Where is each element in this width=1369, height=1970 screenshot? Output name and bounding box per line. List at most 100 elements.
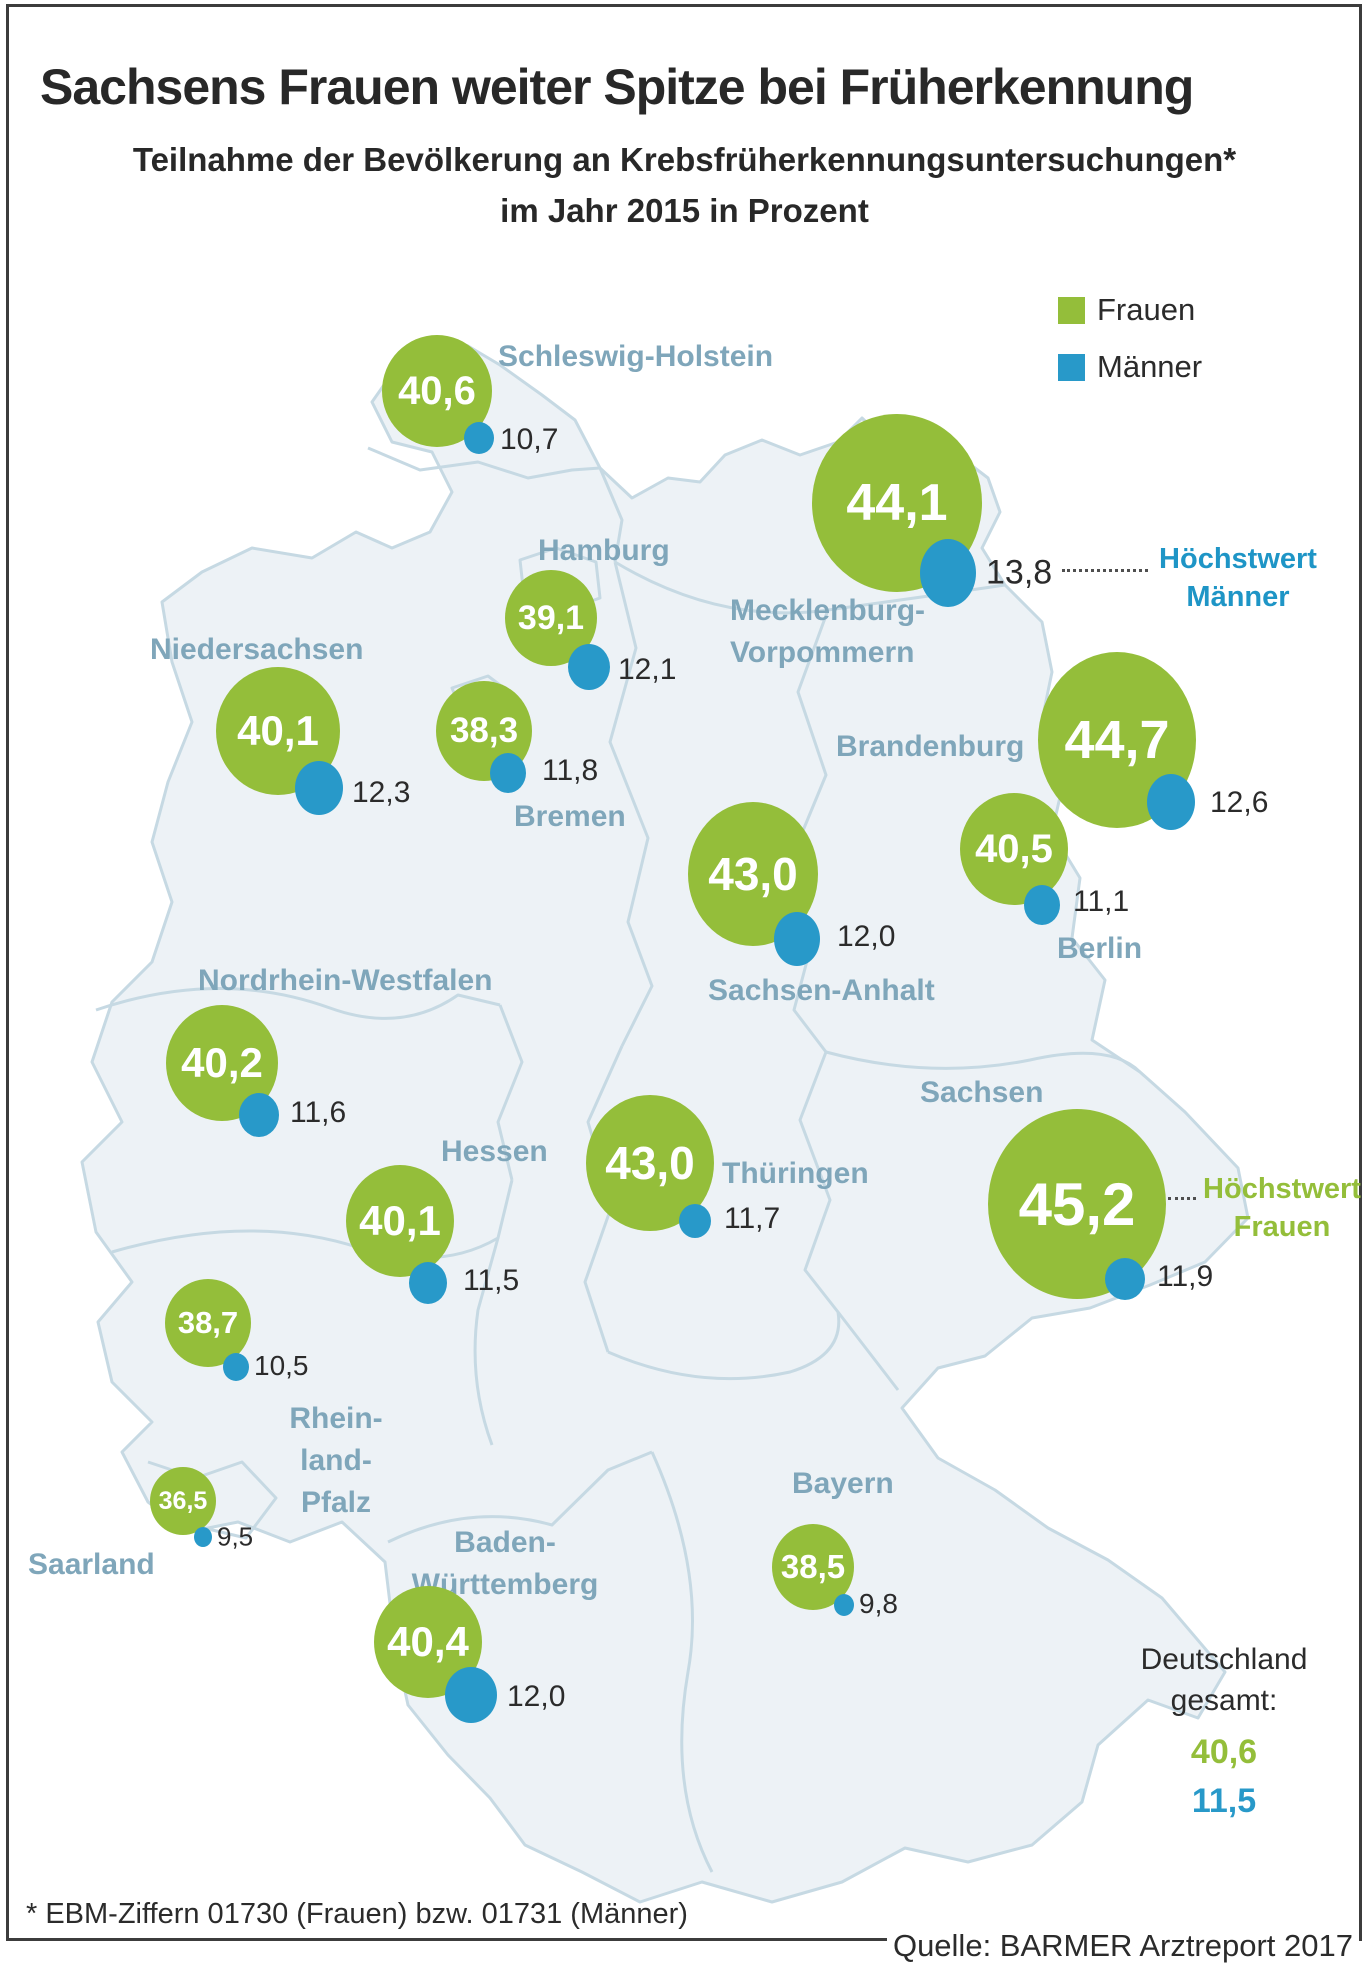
frauen-value: 43,0 — [708, 848, 798, 900]
state-label: Hessen — [441, 1131, 548, 1173]
maenner-bubble — [774, 912, 820, 966]
state-label-line: Bayern — [792, 1467, 894, 1500]
state-label: Sachsen-Anhalt — [708, 970, 935, 1012]
maenner-value: 11,9 — [1157, 1260, 1214, 1293]
maenner-value: 9,5 — [217, 1521, 254, 1552]
maenner-value: 10,5 — [254, 1350, 309, 1381]
annotation-line: Frauen — [1233, 1211, 1331, 1244]
state-label: Niedersachsen — [150, 629, 363, 671]
subtitle-line1: Teilnahme der Bevölkerung an Krebsfrüher… — [132, 141, 1237, 178]
state-label-line: Nordrhein-Westfalen — [198, 964, 493, 997]
legend-item-maenner: Männer — [1058, 349, 1202, 385]
maenner-bubble — [239, 1093, 279, 1137]
maenner-value: 9,8 — [859, 1588, 898, 1619]
maenner-value: 11,7 — [724, 1202, 781, 1235]
state-label: Nordrhein-Westfalen — [198, 960, 492, 1002]
maenner-bubble — [834, 1594, 854, 1616]
maenner-bubble — [445, 1667, 497, 1723]
annotation-hoechstwert-frauen: Höchstwert Frauen — [1198, 1170, 1366, 1247]
state-label: Hamburg — [538, 530, 670, 572]
state-label-line: Bremen — [514, 800, 626, 833]
state-label: Berlin — [1057, 928, 1142, 970]
state-label: Bremen — [514, 796, 626, 838]
maenner-bubble — [409, 1262, 447, 1304]
maenner-value: 12,1 — [618, 653, 677, 686]
state-label: Rhein-land- Pfalz — [256, 1398, 416, 1524]
maenner-bubble — [920, 539, 976, 607]
frauen-value: 36,5 — [158, 1486, 208, 1515]
state-label-line: Pfalz — [300, 1486, 372, 1519]
legend-label-frauen: Frauen — [1097, 292, 1196, 327]
state-label-line: Thüringen — [722, 1157, 869, 1190]
frauen-bubble: 40,1 — [346, 1165, 454, 1277]
state-label-line: Brandenburg — [836, 730, 1025, 763]
maenner-value: 12,3 — [352, 776, 411, 809]
state-label-line: Vorpommern — [730, 636, 915, 669]
subtitle-line2: im Jahr 2015 in Prozent — [500, 192, 869, 229]
outer-frame — [6, 4, 1362, 1941]
germany-total: Deutschland gesamt: 40,6 11,5 — [1108, 1640, 1340, 1821]
state-label-line: Berlin — [1057, 932, 1143, 965]
maenner-value: 11,1 — [1073, 885, 1130, 918]
state-label-line: Schleswig-Holstein — [498, 340, 774, 373]
total-label-line2: gesamt: — [1170, 1683, 1278, 1717]
state-label-line: Saarland — [28, 1548, 155, 1581]
total-maenner-value: 11,5 — [1191, 1782, 1257, 1820]
maenner-value: 12,0 — [507, 1680, 566, 1713]
frauen-bubble: 36,5 — [150, 1467, 216, 1535]
frauen-value: 40,4 — [387, 1618, 469, 1665]
state-label-line: land- — [300, 1444, 372, 1477]
frauen-swatch-icon — [1058, 296, 1085, 324]
state-label: Sachsen — [920, 1072, 1043, 1114]
state-label: Schleswig-Holstein — [498, 336, 773, 378]
maenner-bubble — [1105, 1258, 1145, 1300]
maenner-bubble — [194, 1527, 212, 1547]
legend-item-frauen: Frauen — [1058, 292, 1202, 328]
frauen-value: 40,1 — [359, 1197, 441, 1244]
annotation-line: Höchstwert — [1159, 543, 1317, 575]
state-label-line: Hessen — [441, 1135, 548, 1168]
state-label-line: Rhein- — [289, 1402, 383, 1435]
leader-line-frauen — [1168, 1197, 1196, 1200]
maenner-value: 12,0 — [837, 920, 896, 953]
maenner-bubble — [568, 644, 610, 690]
legend-label-maenner: Männer — [1097, 349, 1203, 384]
leader-line-maenner — [1062, 569, 1148, 572]
maenner-swatch-icon — [1058, 353, 1085, 381]
annotation-hoechstwert-maenner: Höchstwert Männer — [1152, 540, 1324, 617]
page-title: Sachsens Frauen weiter Spitze bei Früher… — [40, 59, 1194, 115]
maenner-value: 13,8 — [986, 553, 1053, 592]
maenner-value: 11,8 — [542, 754, 599, 787]
state-label: Bayern — [792, 1463, 894, 1505]
state-label: Saarland — [28, 1544, 155, 1586]
maenner-value: 12,6 — [1210, 786, 1269, 819]
state-label-line: Baden- — [454, 1526, 556, 1559]
maenner-bubble — [1147, 774, 1195, 830]
frauen-value: 43,0 — [605, 1137, 695, 1189]
state-label-line: Hamburg — [538, 534, 670, 567]
frauen-value: 44,1 — [846, 474, 948, 532]
state-label-line: Sachsen — [920, 1076, 1044, 1109]
frauen-value: 40,6 — [398, 368, 476, 413]
footnote: * EBM-Ziffern 01730 (Frauen) bzw. 01731 … — [26, 1898, 688, 1930]
annotation-line: Höchstwert — [1203, 1173, 1361, 1205]
frauen-value: 38,3 — [449, 711, 519, 750]
maenner-value: 11,6 — [290, 1096, 347, 1129]
frauen-value: 39,1 — [517, 598, 585, 637]
frauen-value: 38,5 — [780, 1548, 846, 1585]
frauen-value: 45,2 — [1018, 1170, 1136, 1238]
total-frauen-value: 40,6 — [1190, 1733, 1258, 1771]
state-label-line: Mecklenburg- — [730, 594, 926, 627]
maenner-bubble — [464, 422, 494, 454]
total-label-line1: Deutschland — [1140, 1643, 1308, 1676]
state-label: Brandenburg — [836, 726, 1024, 768]
maenner-bubble — [679, 1204, 711, 1238]
maenner-bubble — [295, 761, 343, 815]
frauen-value: 40,5 — [975, 826, 1053, 871]
state-label-line: Niedersachsen — [150, 633, 364, 666]
maenner-bubble — [490, 753, 526, 793]
maenner-bubble — [223, 1353, 249, 1381]
source-credit: Quelle: BARMER Arztreport 2017 — [886, 1928, 1359, 1964]
annotation-line: Männer — [1186, 581, 1290, 614]
state-label: Thüringen — [722, 1153, 869, 1195]
